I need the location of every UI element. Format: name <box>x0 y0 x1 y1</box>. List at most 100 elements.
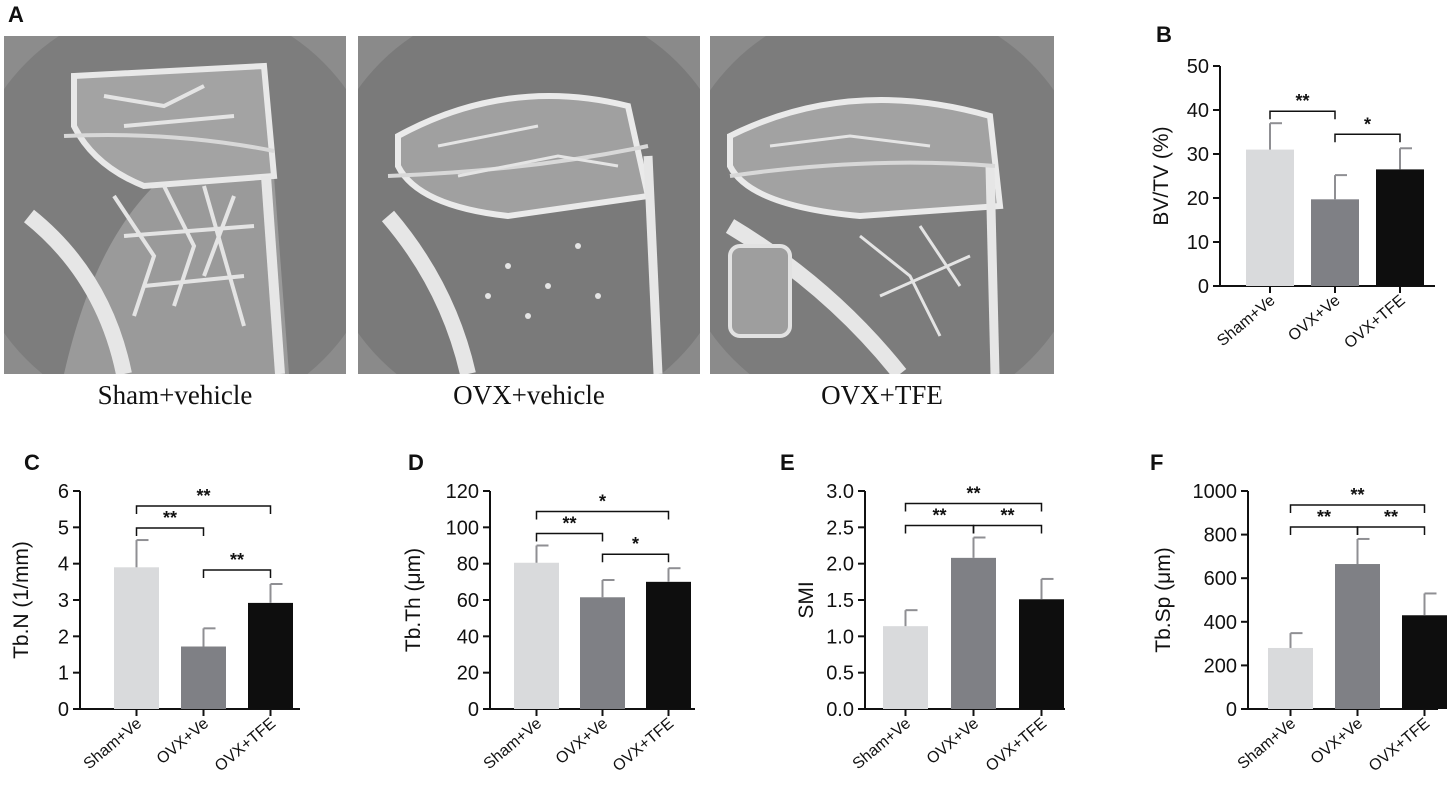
panel-label-b: B <box>1156 22 1172 47</box>
chart-d-significance-label: * <box>632 534 639 554</box>
chart-d-y-tick-label: 80 <box>457 554 479 576</box>
micro-ct-image-ovx-tfe <box>710 36 1054 374</box>
chart-d-category-label: OVX+Ve <box>553 715 611 768</box>
chart-f-significance-bracket: ** <box>1289 485 1426 513</box>
chart-f-y-tick-label: 200 <box>1204 655 1237 677</box>
chart-c-bar-sham-ve <box>114 567 159 709</box>
chart-c-category-label: OVX+TFE <box>212 715 279 775</box>
chart-f-significance-label: ** <box>1350 485 1364 505</box>
chart-e-y-tick-label: 0.5 <box>826 663 854 685</box>
chart-d-y-tick-label: 120 <box>446 481 479 503</box>
ct-caption-ovx-vehicle: OVX+vehicle <box>453 380 605 410</box>
chart-d-significance-bracket: * <box>601 534 670 563</box>
ct-caption-ovx-tfe: OVX+TFE <box>821 380 943 410</box>
chart-b-category-label: OVX+Ve <box>1285 292 1343 345</box>
chart-f-y-tick-label: 400 <box>1204 612 1237 634</box>
chart-e-significance-label: ** <box>966 484 980 504</box>
chart-c-bar-ovx-tfe <box>248 602 293 709</box>
chart-d-significance-bracket: * <box>535 492 670 520</box>
chart-e-y-tick-label: 2.5 <box>826 517 854 539</box>
chart-f-significance-bracket: ** <box>1289 507 1359 535</box>
bar-chart-bv-tv: 0 10 20 30 40 50 BV/TV (%) Sham+Ve OVX+VeOVX+TFE… <box>1150 56 1435 352</box>
chart-f-y-tick-label: 1000 <box>1193 481 1238 503</box>
chart-e-category-label: Sham+Ve <box>850 715 914 773</box>
ct-caption-sham: Sham+vehicle <box>97 380 253 410</box>
chart-c-category-label: Sham+Ve <box>81 715 145 773</box>
chart-c-y-tick-label: 4 <box>58 554 69 576</box>
chart-d-category-label: Sham+Ve <box>481 715 545 773</box>
chart-c-significance-bracket: ** <box>202 550 272 579</box>
chart-f-significance-label: ** <box>1317 507 1331 527</box>
chart-b-y-label: BV/TV (%) <box>1150 126 1173 225</box>
chart-d-y-tick-label: 20 <box>457 663 479 685</box>
chart-f-y-tick-label: 800 <box>1204 525 1237 547</box>
bar-chart-smi: 0.0 0.5 1.0 1.5 2.0 2.5 3.0 SMI Sham+Ve OVX+Ve OVX… <box>795 481 1065 775</box>
chart-d-significance-label: ** <box>562 514 576 534</box>
chart-b-y-tick-label: 20 <box>1187 188 1209 210</box>
chart-e-y-label: SMI <box>795 581 818 618</box>
chart-c-significance-label: ** <box>230 550 244 570</box>
chart-f-y-tick-label: 600 <box>1204 568 1237 590</box>
chart-c-y-tick-label: 0 <box>58 699 69 721</box>
chart-e-significance-bracket: ** <box>904 484 1043 512</box>
bar-chart-tb-sp: 0 200 400 600 800 1000 Tb.Sp (μm) Sham+Ve OVX+Ve… <box>1152 481 1447 775</box>
chart-d-significance-label: * <box>599 492 606 512</box>
chart-d-category-label: OVX+TFE <box>610 715 677 775</box>
chart-e-significance-label: ** <box>1000 506 1014 526</box>
chart-c-category-label: OVX+Ve <box>154 715 212 768</box>
chart-e-y-tick-label: 2.0 <box>826 554 854 576</box>
panel-label-c: C <box>24 450 40 475</box>
chart-d-significance-bracket: ** <box>535 514 604 542</box>
chart-e-significance-label: ** <box>932 506 946 526</box>
chart-e-significance-bracket: ** <box>904 506 975 534</box>
panel-label-d: D <box>408 450 424 475</box>
chart-b-y-tick-label: 0 <box>1198 276 1209 298</box>
chart-e-y-tick-label: 0.0 <box>826 699 854 721</box>
bar-chart-tb-n: 0 1 2 3 4 5 6 Tb.N (1/mm) Sham+Ve OVX+Ve OVX+TFE **… <box>10 481 300 775</box>
bar-chart-tb-th: 0 20 40 60 80 100 120 Tb.Th (μm) Sham+Ve OVX+VeOV… <box>402 481 695 775</box>
chart-f-y-tick-label: 0 <box>1226 699 1237 721</box>
chart-e-category-label: OVX+TFE <box>983 715 1050 775</box>
chart-b-y-tick-label: 40 <box>1187 100 1209 122</box>
chart-d-bar-ovx-ve <box>580 597 625 709</box>
chart-d-bar-sham-ve <box>514 562 559 709</box>
chart-e-category-label: OVX+Ve <box>924 715 982 768</box>
chart-c-y-tick-label: 2 <box>58 626 69 648</box>
chart-f-bar-ovx-ve <box>1335 564 1380 709</box>
chart-b-significance-label: ** <box>1295 91 1309 111</box>
chart-e-y-tick-label: 1.5 <box>826 590 854 612</box>
chart-f-significance-label: ** <box>1384 507 1398 527</box>
chart-d-y-tick-label: 60 <box>457 590 479 612</box>
micro-ct-image-sham <box>4 36 346 374</box>
chart-b-y-tick-label: 10 <box>1187 232 1209 254</box>
chart-e-y-tick-label: 1.0 <box>826 626 854 648</box>
chart-e-significance-bracket: ** <box>972 506 1043 534</box>
chart-f-bar-sham-ve <box>1268 647 1313 709</box>
chart-f-category-label: Sham+Ve <box>1235 715 1299 773</box>
chart-e-bar-ovx-tfe <box>1019 599 1064 709</box>
chart-b-significance-bracket: * <box>1334 114 1401 143</box>
chart-b-category-label: OVX+TFE <box>1341 292 1408 352</box>
chart-e-bar-ovx-ve <box>951 557 996 709</box>
chart-c-y-tick-label: 6 <box>58 481 69 503</box>
chart-c-bar-ovx-ve <box>181 646 226 709</box>
chart-e-bar-sham-ve <box>883 626 928 709</box>
chart-d-y-label: Tb.Th (μm) <box>402 548 425 652</box>
chart-b-category-label: Sham+Ve <box>1214 292 1278 350</box>
chart-c-y-label: Tb.N (1/mm) <box>10 541 33 659</box>
chart-c-y-tick-label: 1 <box>58 663 69 685</box>
chart-d-y-tick-label: 100 <box>446 517 479 539</box>
panel-label-a: A <box>8 2 24 27</box>
chart-c-significance-bracket: ** <box>135 508 205 537</box>
chart-c-significance-label: ** <box>163 508 177 528</box>
chart-b-significance-bracket: ** <box>1269 91 1336 120</box>
chart-f-y-label: Tb.Sp (μm) <box>1152 547 1175 652</box>
chart-c-significance-label: ** <box>196 486 210 506</box>
chart-c-y-tick-label: 5 <box>58 517 69 539</box>
chart-f-significance-bracket: ** <box>1356 507 1426 535</box>
chart-b-bar-ovx-tfe <box>1376 169 1424 286</box>
chart-d-y-tick-label: 0 <box>468 699 479 721</box>
chart-c-significance-bracket: ** <box>135 486 272 515</box>
chart-b-bar-ovx-ve <box>1311 199 1359 286</box>
